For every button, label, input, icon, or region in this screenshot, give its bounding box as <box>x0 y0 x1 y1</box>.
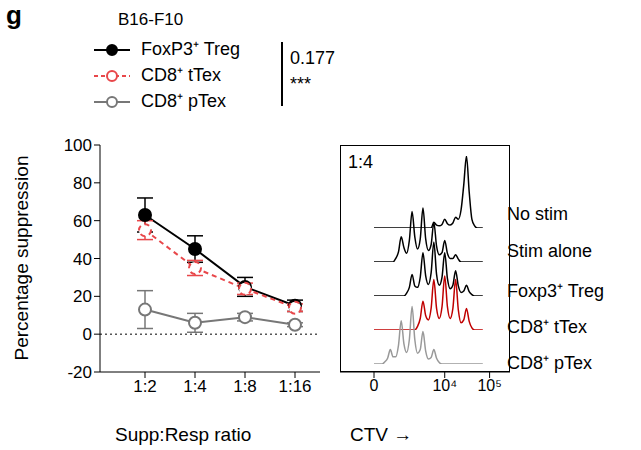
html-text:CD8⁺ pTex: CD8⁺ pTex <box>141 91 226 111</box>
html-text:Supp:Resp ratio: Supp:Resp ratio <box>115 424 252 445</box>
html-text:CTV →: CTV → <box>350 424 413 445</box>
html-text:FoxP3⁺ Treg: FoxP3⁺ Treg <box>141 39 241 59</box>
html-text:g: g <box>6 0 22 30</box>
svg-text:1:8: 1:8 <box>233 377 257 396</box>
svg-text:20: 20 <box>73 287 92 306</box>
html-text:Percentage suppression: Percentage suppression <box>11 155 32 361</box>
html-text:CD8⁺ tTex: CD8⁺ tTex <box>507 317 587 337</box>
html-text:CD8⁺ pTex: CD8⁺ pTex <box>507 353 592 373</box>
svg-text:1:4: 1:4 <box>183 377 207 396</box>
svg-text:0: 0 <box>370 377 379 394</box>
html-text:B16-F10: B16-F10 <box>118 10 184 29</box>
svg-text:40: 40 <box>73 250 92 269</box>
svg-text:60: 60 <box>73 212 92 231</box>
svg-text:0: 0 <box>83 325 92 344</box>
html-text:CD8⁺ tTex: CD8⁺ tTex <box>141 65 221 85</box>
html-text:1:4: 1:4 <box>348 152 373 172</box>
html-text:Foxp3⁺ Treg: Foxp3⁺ Treg <box>507 281 604 301</box>
svg-text:10⁵: 10⁵ <box>477 377 501 394</box>
svg-text:1:2: 1:2 <box>133 377 157 396</box>
svg-text:80: 80 <box>73 174 92 193</box>
html-text:0.177: 0.177 <box>290 48 335 68</box>
svg-text:-20: -20 <box>67 363 92 382</box>
html-text:Stim alone: Stim alone <box>507 241 592 261</box>
html-text:No stim: No stim <box>507 204 568 224</box>
svg-text:1:16: 1:16 <box>278 377 311 396</box>
svg-text:100: 100 <box>64 136 92 155</box>
svg-text:10⁴: 10⁴ <box>432 377 457 394</box>
